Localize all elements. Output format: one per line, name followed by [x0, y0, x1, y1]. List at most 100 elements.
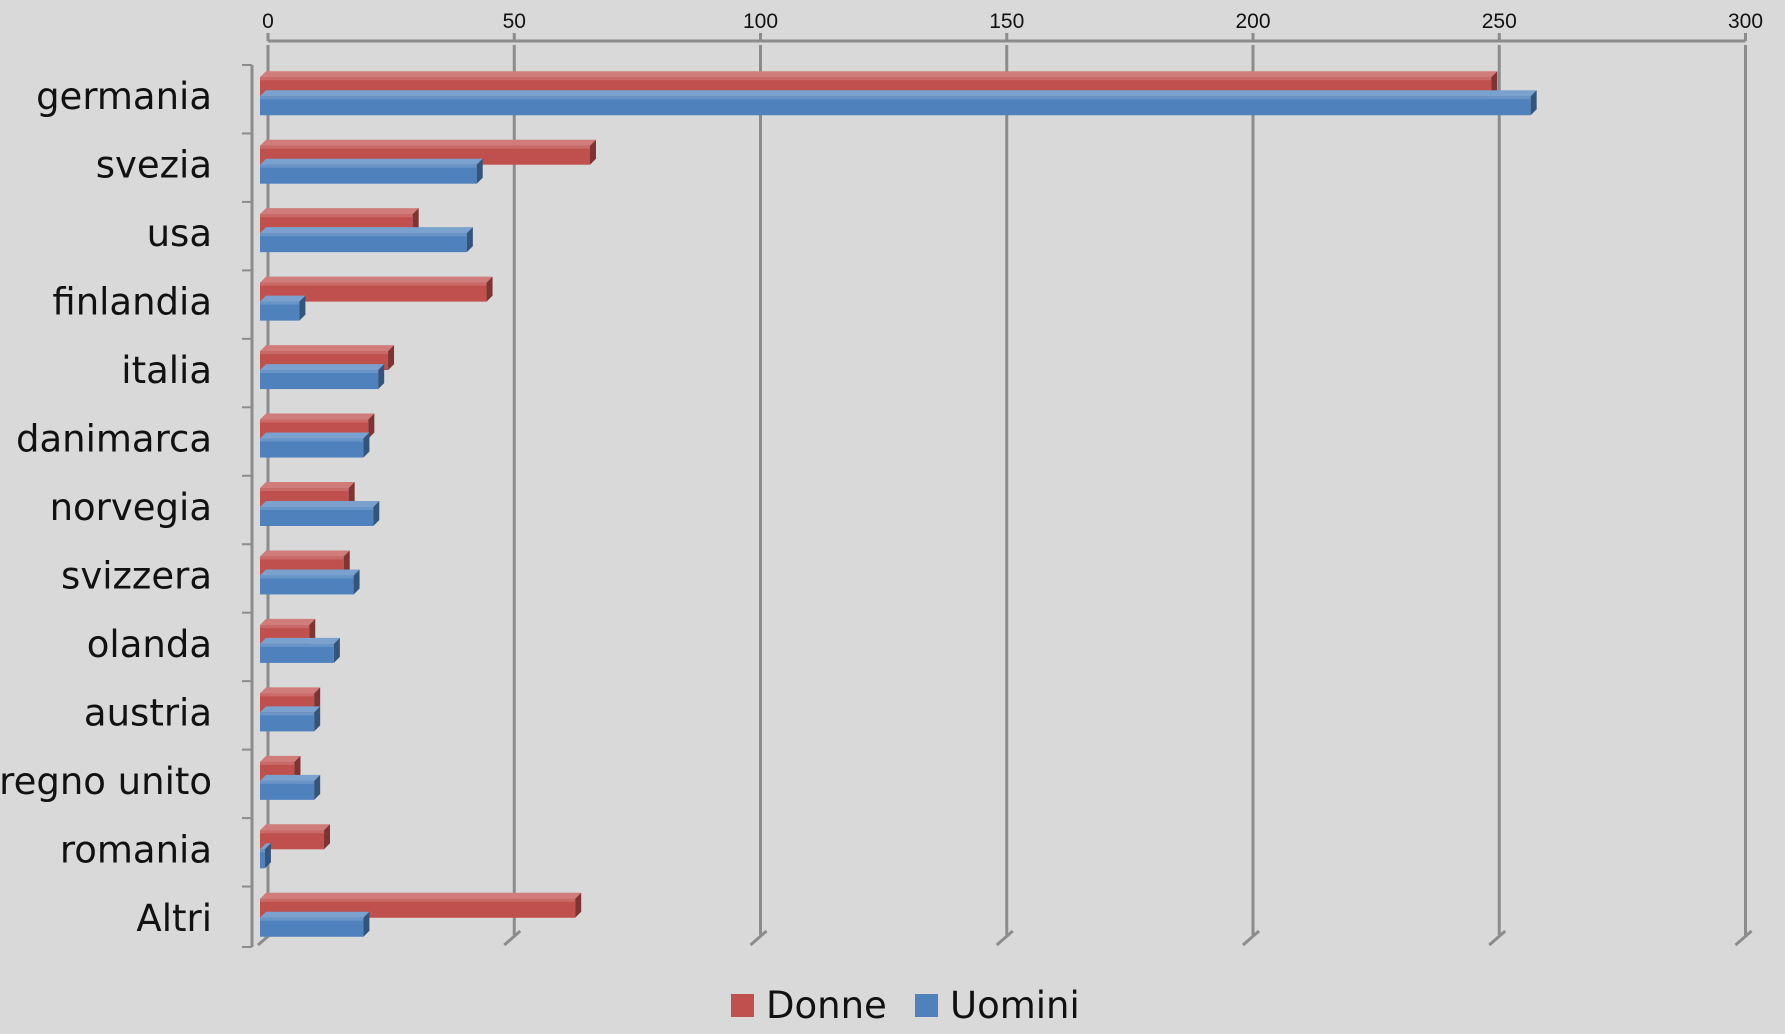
bar-top-face	[260, 227, 473, 234]
bar-top-face	[260, 71, 1498, 78]
bar-front-face	[260, 438, 364, 458]
legend: Donne Uomini	[731, 984, 1080, 1027]
bar-highlight	[260, 370, 379, 374]
bar-top-face	[260, 482, 355, 488]
bar-top-face	[260, 569, 360, 576]
bar-top-face	[260, 755, 301, 762]
bar-highlight	[260, 282, 487, 286]
bar-end-face	[476, 158, 483, 184]
bar-front-face	[260, 301, 300, 321]
bar-highlight	[260, 693, 315, 697]
bar-highlight	[260, 849, 265, 853]
legend-label-donne: Donne	[766, 984, 887, 1027]
bar-highlight	[260, 507, 374, 510]
legend-swatch-uomini	[915, 994, 938, 1017]
bar-front-face	[260, 849, 265, 869]
bar-front-face	[260, 507, 374, 526]
bar-highlight	[260, 214, 413, 218]
bar-uomini-austria	[260, 706, 321, 732]
bar-end-face	[575, 892, 582, 918]
floor-gridline	[1488, 929, 1507, 947]
bar-highlight	[260, 643, 334, 647]
bar-end-face	[388, 345, 395, 371]
category-label: romania	[60, 828, 212, 871]
bar-uomini-romania	[260, 843, 271, 869]
category-label: svizzera	[61, 554, 212, 597]
bar-front-face	[260, 643, 334, 663]
bar-uomini-norvegia	[260, 501, 380, 526]
bar-top-face	[260, 90, 1537, 97]
bar-end-face	[378, 364, 385, 390]
bar-highlight	[260, 556, 344, 560]
bar-front-face	[260, 96, 1531, 116]
bar-top-face	[260, 824, 331, 831]
category-label: olanda	[87, 623, 212, 666]
bar-uomini-svizzera	[260, 569, 360, 595]
bar-highlight	[260, 488, 349, 491]
bar-uomini-italia	[260, 364, 385, 390]
bar-top-face	[260, 208, 419, 215]
bar-top-face	[260, 413, 375, 420]
bar-highlight	[260, 301, 300, 305]
bar-highlight	[260, 96, 1531, 100]
bar-highlight	[260, 712, 315, 716]
bar-uomini-regno-unito	[260, 774, 321, 800]
bar-end-face	[264, 843, 271, 869]
bar-end-face	[412, 208, 419, 234]
bar-front-face	[260, 575, 354, 595]
bar-end-face	[309, 618, 316, 644]
legend-label-uomini: Uomini	[950, 984, 1080, 1027]
category-label: italia	[121, 349, 212, 392]
bar-highlight	[260, 438, 364, 442]
x-tick-label: 200	[1235, 10, 1270, 33]
category-label: norvegia	[50, 486, 212, 529]
x-tick-label: 150	[989, 10, 1024, 33]
floor-gridline	[503, 929, 522, 947]
x-tick-label: 50	[503, 10, 526, 33]
bar-uomini-svezia	[260, 158, 483, 184]
bar-top-face	[260, 706, 321, 713]
bar-front-face	[260, 830, 325, 850]
bar-highlight	[260, 761, 295, 765]
bar-highlight	[260, 624, 310, 628]
floor-gridline	[749, 929, 768, 947]
bar-front-face	[260, 282, 487, 302]
axes	[242, 33, 1747, 948]
bar-highlight	[260, 164, 477, 168]
bar-top-face	[260, 774, 321, 781]
bar-end-face	[486, 276, 493, 302]
bar-end-face	[1530, 90, 1537, 116]
category-label: austria	[84, 691, 212, 734]
bar-highlight	[260, 780, 315, 784]
bar-highlight	[260, 898, 576, 902]
bar-end-face	[343, 550, 350, 576]
bar-top-face	[260, 618, 316, 625]
category-label: usa	[147, 212, 212, 255]
floor-gridline	[995, 929, 1014, 947]
bar-highlight	[260, 419, 369, 423]
x-tick-label: 100	[743, 10, 778, 33]
bar-end-face	[294, 755, 301, 781]
category-label: regno unito	[0, 760, 212, 803]
x-tick-label: 0	[262, 10, 274, 33]
bar-uomini-Altri	[260, 911, 370, 937]
bar-end-face	[363, 911, 370, 937]
bar-end-face	[348, 482, 355, 507]
bar-front-face	[260, 780, 315, 800]
bar-front-face	[260, 712, 315, 732]
x-tick-labels: 0 50 100 150 200 250 300	[262, 10, 1763, 33]
bar-top-face	[260, 637, 340, 644]
bar-donne-romania	[260, 824, 331, 850]
bar-highlight	[260, 917, 364, 921]
category-label: danimarca	[16, 418, 212, 461]
bar-highlight	[260, 233, 467, 237]
bar-top-face	[260, 432, 370, 439]
bar-end-face	[314, 774, 321, 800]
bars	[260, 71, 1537, 937]
x-tick-label: 250	[1482, 10, 1517, 33]
category-label: finlandia	[52, 281, 212, 324]
bar-front-face	[260, 233, 467, 253]
bar-front-face	[260, 917, 364, 937]
